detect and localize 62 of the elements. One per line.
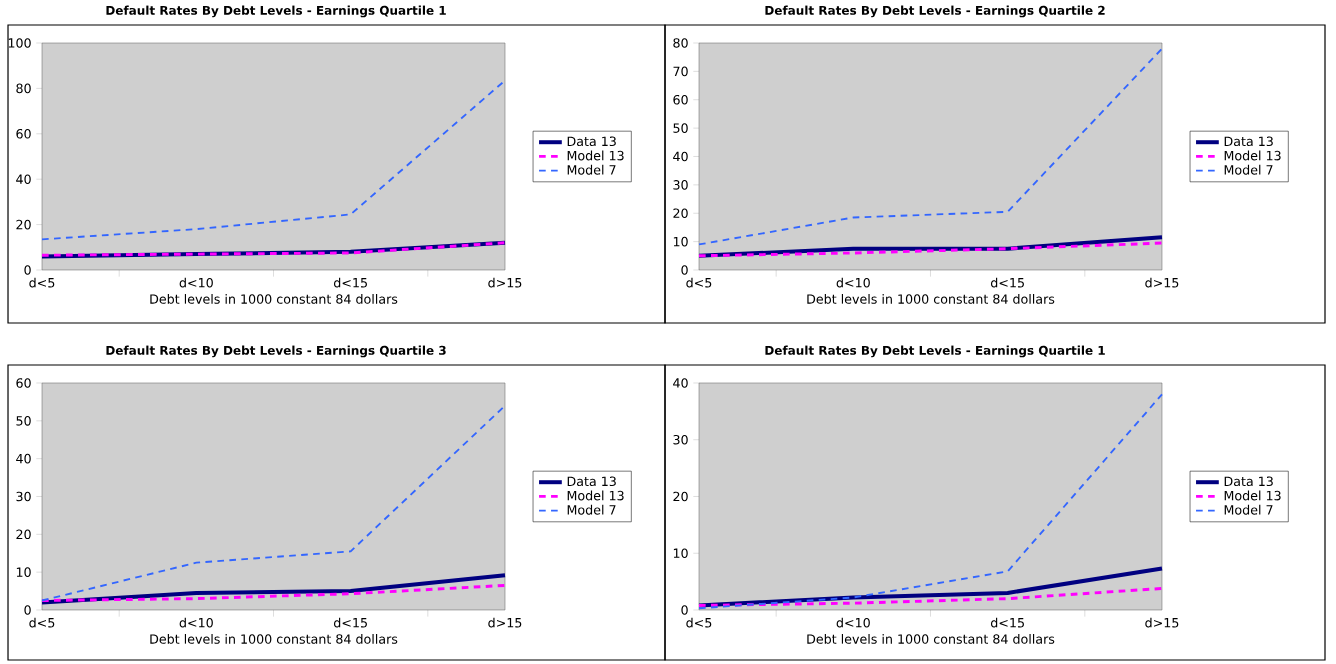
y-tick-label: 50 <box>16 416 31 426</box>
x-tick-label: d<15 <box>990 617 1024 628</box>
y-tick-label: 40 <box>673 151 688 162</box>
legend-label: Data 13 <box>1224 136 1273 147</box>
y-tick-label: 40 <box>16 174 31 184</box>
x-tick-label: d<10 <box>179 617 213 628</box>
y-tick-label: 80 <box>16 83 31 94</box>
legend-label: Data 13 <box>567 476 616 487</box>
y-tick-label: 0 <box>681 605 688 615</box>
y-tick-label: 60 <box>16 378 31 388</box>
x-axis-title: Debt levels in 1000 constant 84 dollars <box>150 294 398 304</box>
x-tick-label: d<5 <box>686 617 712 628</box>
y-tick-label: 20 <box>673 491 688 502</box>
y-tick-label: 70 <box>673 66 688 77</box>
x-tick-label: d<5 <box>686 277 712 288</box>
x-tick-label: d<10 <box>836 277 870 288</box>
legend-label: Model 7 <box>1224 164 1273 175</box>
x-tick-label: d<10 <box>836 617 870 628</box>
y-tick-label: 60 <box>16 129 31 139</box>
x-tick-label: d<15 <box>990 277 1024 288</box>
chart-title: Default Rates By Debt Levels - Earnings Quartile 3 <box>106 345 446 358</box>
x-tick-label: d>15 <box>1145 277 1179 288</box>
chart-title: Default Rates By Debt Levels - Earnings Quartile 2 <box>765 5 1105 18</box>
chart-title: Default Rates By Debt Levels - Earnings Quartile 1 <box>106 5 446 18</box>
y-tick-label: 80 <box>673 38 688 48</box>
y-tick-label: 60 <box>673 94 688 105</box>
legend-label: Data 13 <box>567 136 616 147</box>
legend-label: Model 13 <box>567 490 624 501</box>
x-axis-title: Debt levels in 1000 constant 84 dollars <box>807 634 1055 644</box>
legend-label: Model 13 <box>567 150 624 161</box>
y-tick-label: 30 <box>16 491 31 502</box>
x-tick-label: d>15 <box>488 277 522 288</box>
y-tick-label: 0 <box>24 605 31 615</box>
legend-label: Data 13 <box>1224 476 1273 487</box>
x-tick-label: d>15 <box>1145 617 1179 628</box>
y-tick-label: 30 <box>673 180 688 190</box>
y-tick-label: 30 <box>673 434 688 445</box>
x-axis-title: Debt levels in 1000 constant 84 dollars <box>150 634 398 644</box>
legend-label: Model 7 <box>567 504 616 515</box>
y-tick-label: 10 <box>673 236 688 247</box>
chart-title: Default Rates By Debt Levels - Earnings Quartile 1 <box>765 345 1105 358</box>
y-tick-label: 50 <box>673 123 688 133</box>
legend-label: Model 7 <box>1224 504 1273 515</box>
y-tick-label: 20 <box>673 208 688 219</box>
y-tick-label: 10 <box>16 567 31 577</box>
x-tick-label: d<5 <box>29 617 55 628</box>
x-tick-label: d<15 <box>333 277 367 288</box>
y-tick-label: 40 <box>16 453 31 464</box>
y-tick-label: 0 <box>681 265 688 275</box>
y-tick-label: 0 <box>24 265 31 275</box>
legend-label: Model 13 <box>1224 150 1281 161</box>
y-tick-label: 20 <box>16 219 31 230</box>
x-tick-label: d<15 <box>333 617 367 628</box>
y-tick-label: 20 <box>16 529 31 540</box>
legend-label: Model 7 <box>567 164 616 175</box>
x-tick-label: d>15 <box>488 617 522 628</box>
x-tick-label: d<5 <box>29 277 55 288</box>
x-axis-title: Debt levels in 1000 constant 84 dollars <box>807 294 1055 304</box>
legend-label: Model 13 <box>1224 490 1281 501</box>
y-tick-label: 40 <box>673 378 688 388</box>
x-tick-label: d<10 <box>179 277 213 288</box>
y-tick-label: 10 <box>673 548 688 559</box>
